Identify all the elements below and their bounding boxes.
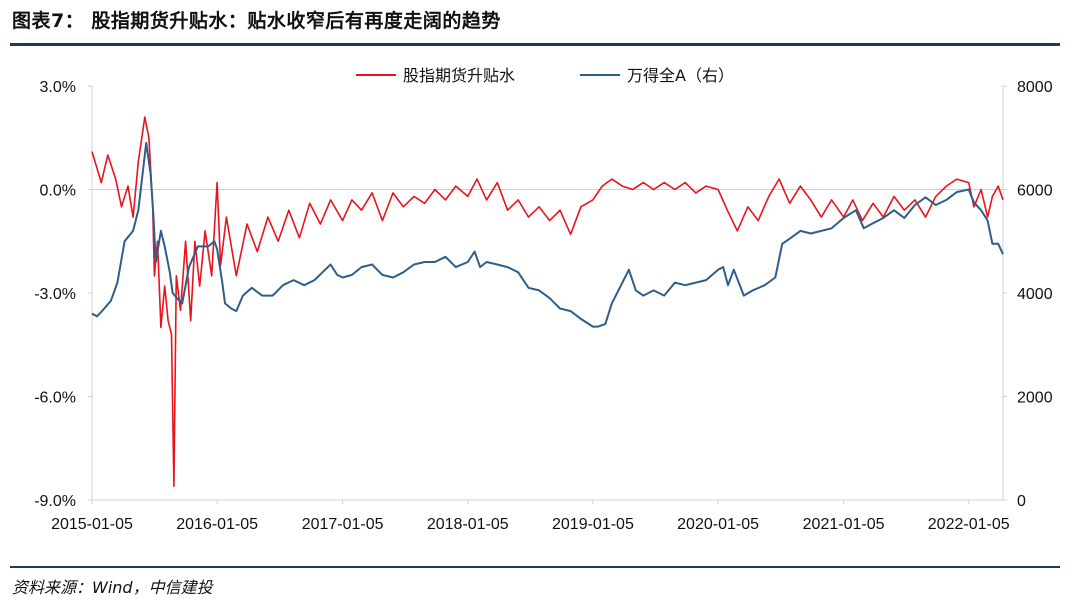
y-left-tick-label: 0.0% (40, 183, 76, 200)
source-note: 资料来源：Wind，中信建投 (12, 578, 213, 597)
x-tick-label: 2020-01-05 (677, 516, 759, 533)
title-rule (10, 43, 1060, 46)
y-left-tick-label: -6.0% (34, 390, 76, 407)
x-tick-label: 2021-01-05 (803, 516, 885, 533)
series-layer (91, 116, 1004, 488)
y-left-tick-label: 3.0% (40, 79, 76, 96)
legend: 股指期货升贴水 万得全A（右） (356, 66, 734, 85)
y-right-tick-label: 4000 (1017, 286, 1053, 303)
legend-label-index: 万得全A（右） (627, 66, 734, 85)
axes: 3.0% 0.0% -3.0% -6.0% -9.0% 8000 6000 4000 2000 0… (34, 79, 1052, 533)
x-tick-label: 2015-01-05 (51, 516, 133, 533)
x-tick-label: 2019-01-05 (552, 516, 634, 533)
y-right-tick-label: 2000 (1017, 390, 1053, 407)
y-right-tick-label: 6000 (1017, 183, 1053, 200)
x-tick-label: 2016-01-05 (176, 516, 258, 533)
y-left-tick-label: -9.0% (34, 493, 76, 510)
legend-label-basis: 股指期货升贴水 (403, 66, 515, 85)
series-basis-line (91, 116, 1004, 488)
y-right-tick-label: 8000 (1017, 79, 1053, 96)
x-tick-label: 2022-01-05 (928, 516, 1010, 533)
footer-rule (10, 566, 1060, 568)
figure-title: 图表7： 股指期货升贴水：贴水收窄后有再度走阔的趋势 (12, 10, 501, 32)
y-right-tick-label: 0 (1017, 493, 1026, 510)
y-left-tick-label: -3.0% (34, 286, 76, 303)
x-tick-label: 2018-01-05 (427, 516, 509, 533)
x-tick-label: 2017-01-05 (302, 516, 384, 533)
series-index-line (91, 141, 1004, 328)
